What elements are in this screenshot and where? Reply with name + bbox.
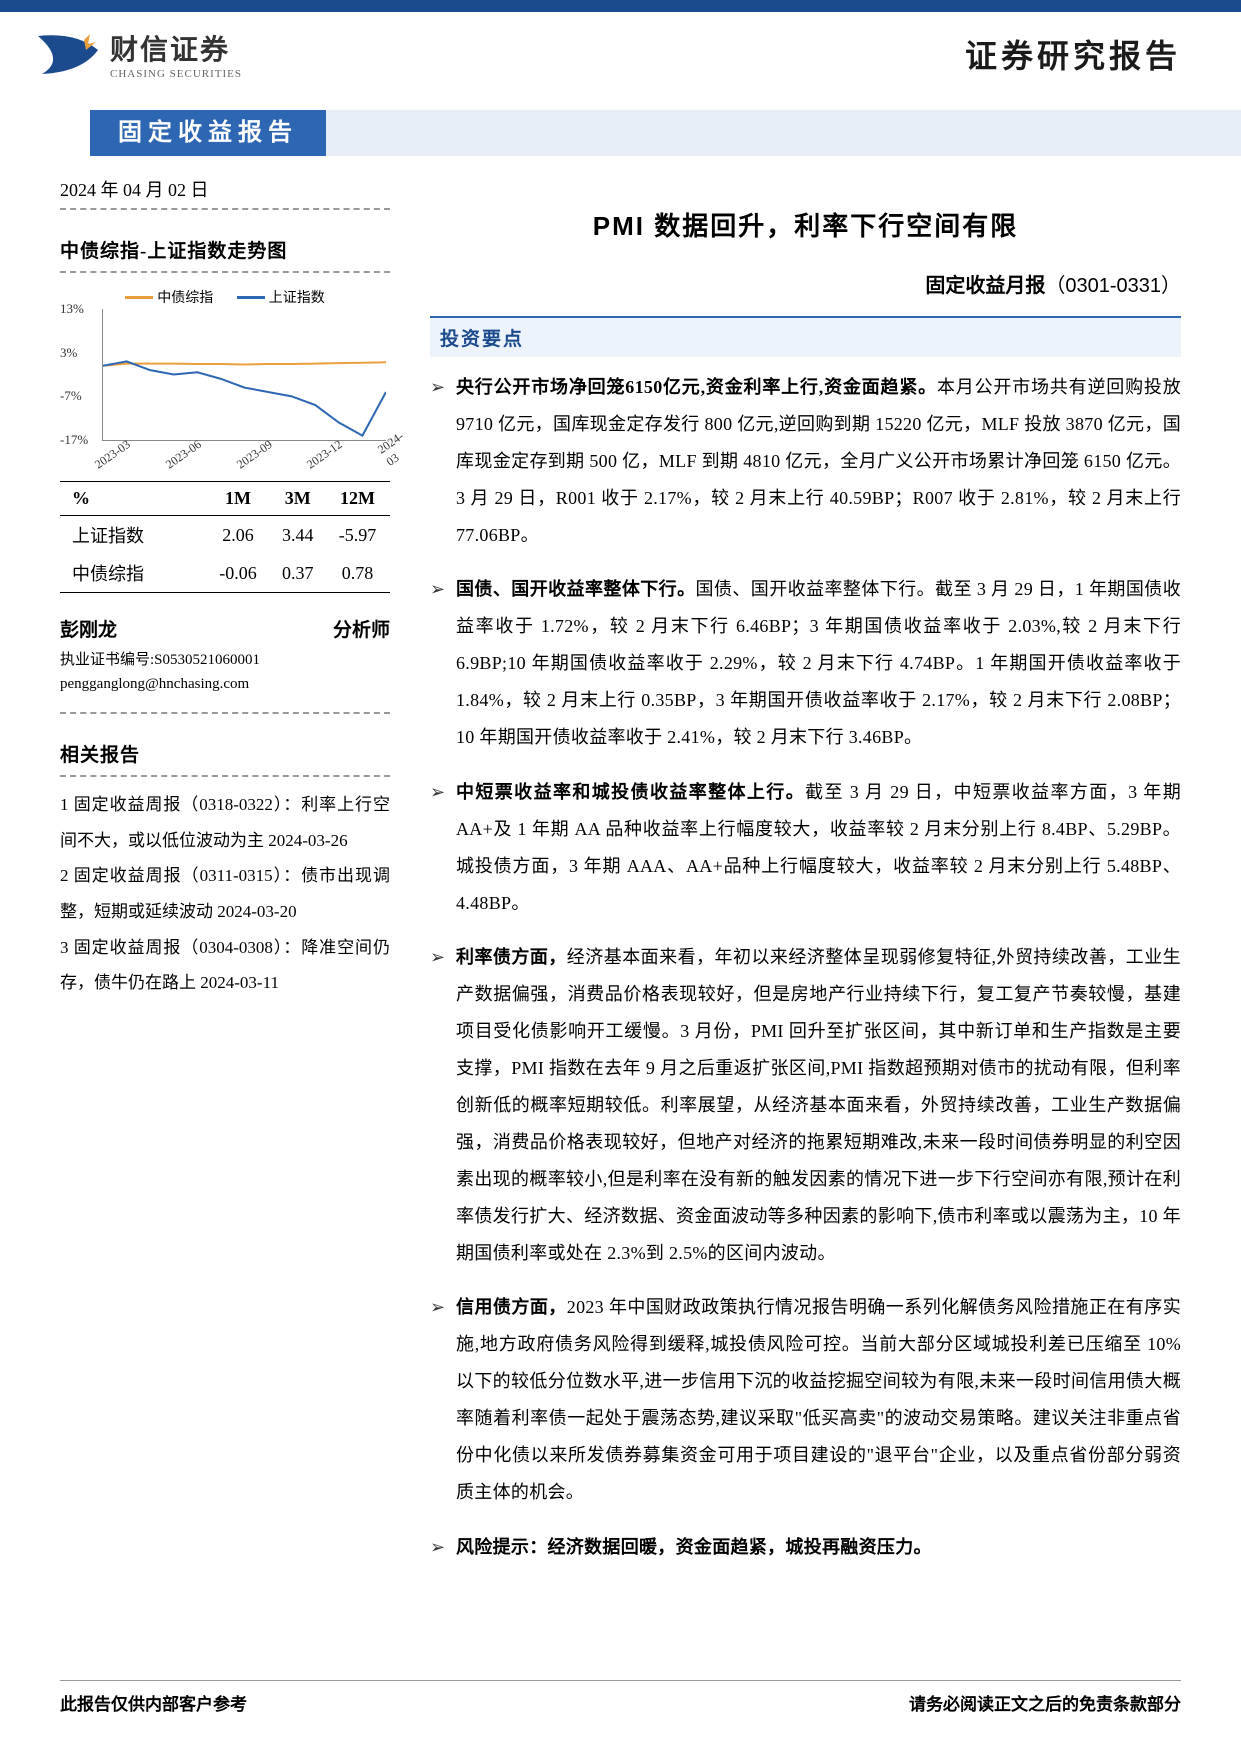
bullet-icon: ➢ (430, 774, 456, 922)
bullet-icon: ➢ (430, 1529, 456, 1566)
section-head: 投资要点 (430, 316, 1181, 357)
bullet-list: ➢央行公开市场净回笼6150亿元,资金利率上行,资金面趋紧。本月公开市场共有逆回… (430, 369, 1181, 1566)
top-accent (0, 0, 1241, 12)
chart-legend: 中债综指 上证指数 (60, 287, 390, 307)
related-title: 相关报告 (60, 740, 390, 767)
sidebar: 2024 年 04 月 02 日 中债综指-上证指数走势图 中债综指 上证指数 … (60, 166, 390, 1584)
bullet-item: ➢国债、国开收益率整体下行。国债、国开收益率整体下行。截至 3 月 29 日，1… (430, 571, 1181, 755)
bullet-icon: ➢ (430, 939, 456, 1271)
footer-right: 请务必阅读正文之后的免责条款部分 (909, 1690, 1181, 1715)
bullet-item: ➢利率债方面，经济基本面来看，年初以来经济整体呈现弱修复特征,外贸持续改善，工业… (430, 939, 1181, 1271)
footer-left: 此报告仅供内部客户参考 (60, 1690, 247, 1715)
report-subtitle: 固定收益月报（0301-0331） (430, 269, 1181, 298)
perf-header: 1M (206, 482, 271, 516)
analyst-name: 彭刚龙 (60, 615, 117, 642)
bullet-icon: ➢ (430, 1289, 456, 1510)
analyst-email: pengganglong@hnchasing.com (60, 672, 390, 696)
related-item: 1 固定收益周报（0318-0322）：利率上行空间不大，或以低位波动为主 20… (60, 787, 390, 858)
related-item: 2 固定收益周报（0311-0315）：债市出现调整，短期或延续波动 2024-… (60, 858, 390, 929)
perf-header: 12M (325, 482, 390, 516)
table-row: 中债综指-0.060.370.78 (60, 554, 390, 593)
bullet-icon: ➢ (430, 571, 456, 755)
category-bar: 固定收益报告 (0, 110, 1241, 166)
chart-title: 中债综指-上证指数走势图 (60, 236, 390, 263)
perf-header: % (60, 482, 206, 516)
category-label: 固定收益报告 (90, 110, 326, 156)
perf-header: 3M (270, 482, 325, 516)
subtitle-range: （0301-0331） (1045, 275, 1181, 297)
performance-table: %1M3M12M 上证指数2.063.44-5.97中债综指-0.060.370… (60, 481, 390, 593)
bullet-item: ➢中短票收益率和城投债收益率整体上行。截至 3 月 29 日，中短票收益率方面，… (430, 774, 1181, 922)
logo-text-cn: 财信证券 (110, 28, 242, 68)
report-date: 2024 年 04 月 02 日 (60, 166, 390, 210)
logo-mark (36, 30, 100, 78)
header: 财信证券 CHASING SECURITIES 证券研究报告 (0, 12, 1241, 80)
related-list: 1 固定收益周报（0318-0322）：利率上行空间不大，或以低位波动为主 20… (60, 787, 390, 1001)
bullet-item: ➢信用债方面，2023 年中国财政政策执行情况报告明确一系列化解债务风险措施正在… (430, 1289, 1181, 1510)
index-chart: 中债综指 上证指数 13%3%-7%-17%2023-032023-062023… (60, 283, 390, 473)
bullet-item: ➢央行公开市场净回笼6150亿元,资金利率上行,资金面趋紧。本月公开市场共有逆回… (430, 369, 1181, 553)
main-content: PMI 数据回升，利率下行空间有限 固定收益月报（0301-0331） 投资要点… (430, 166, 1181, 1584)
legend-label: 中债综指 (157, 287, 213, 307)
footer-rule (60, 1680, 1181, 1681)
related-item: 3 固定收益周报（0304-0308）：降准空间仍存，债牛仍在路上 2024-0… (60, 930, 390, 1001)
analyst-role: 分析师 (333, 615, 390, 642)
logo-text-en: CHASING SECURITIES (110, 68, 242, 80)
company-logo: 财信证券 CHASING SECURITIES (36, 28, 242, 80)
subtitle-prefix: 固定收益月报 (925, 275, 1045, 297)
report-title: PMI 数据回升，利率下行空间有限 (430, 206, 1181, 243)
bullet-item: ➢风险提示：经济数据回暖，资金面趋紧，城投再融资压力。 (430, 1529, 1181, 1566)
bullet-icon: ➢ (430, 369, 456, 553)
analyst-cert: 执业证书编号:S0530521060001 (60, 648, 390, 672)
doc-type: 证券研究报告 (965, 31, 1181, 77)
legend-label: 上证指数 (269, 287, 325, 307)
table-row: 上证指数2.063.44-5.97 (60, 516, 390, 555)
